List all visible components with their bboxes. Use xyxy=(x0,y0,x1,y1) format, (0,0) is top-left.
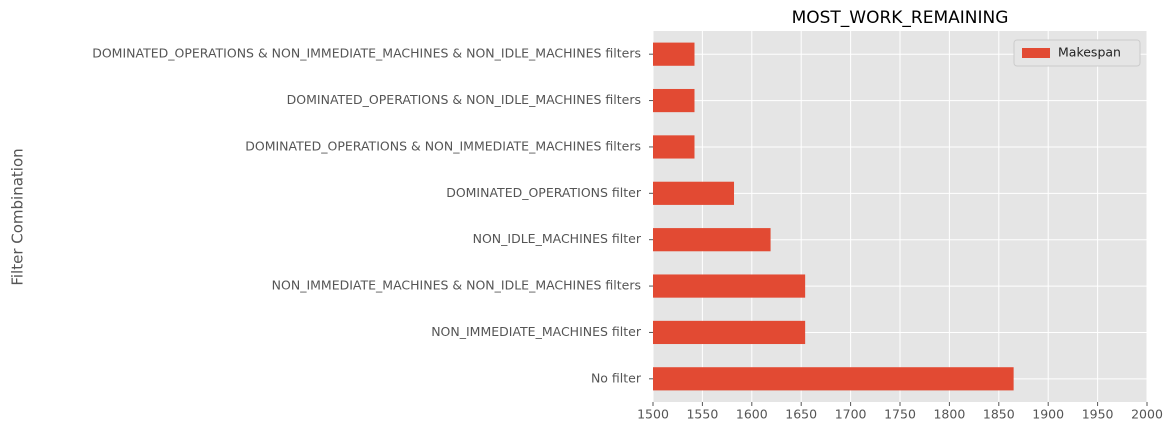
x-tick-label: 1700 xyxy=(835,407,867,422)
legend-box xyxy=(1013,39,1141,67)
y-axis-label: Filter Combination xyxy=(9,148,27,285)
x-tick-label: 1600 xyxy=(736,407,768,422)
y-tick-label: DOMINATED_OPERATIONS & NON_IDLE_MACHINES… xyxy=(287,92,641,107)
x-tick-label: 1750 xyxy=(884,407,916,422)
x-tick-label: 1550 xyxy=(686,407,718,422)
x-tick-label: 1900 xyxy=(1032,407,1064,422)
y-tick-label: DOMINATED_OPERATIONS & NON_IMMEDIATE_MAC… xyxy=(245,138,641,153)
bar xyxy=(653,42,695,66)
y-tick-label: NON_IMMEDIATE_MACHINES filter xyxy=(431,324,642,339)
x-tick-label: 1950 xyxy=(1082,407,1114,422)
bar xyxy=(653,181,735,205)
x-tick-label: 1850 xyxy=(983,407,1015,422)
chart-title: MOST_WORK_REMAINING xyxy=(792,8,1009,28)
bar xyxy=(653,135,695,159)
legend-label: Makespan xyxy=(1058,45,1121,60)
y-tick-label: DOMINATED_OPERATIONS & NON_IMMEDIATE_MAC… xyxy=(92,46,641,61)
x-tick-label: 1500 xyxy=(637,407,669,422)
bar xyxy=(653,367,1014,391)
bar xyxy=(653,274,806,298)
legend-swatch xyxy=(1022,48,1050,58)
y-tick-label: DOMINATED_OPERATIONS filter xyxy=(446,185,642,200)
x-tick-label: 1650 xyxy=(785,407,817,422)
x-tick-label: 2000 xyxy=(1131,407,1163,422)
x-tick-label: 1800 xyxy=(933,407,965,422)
bar xyxy=(653,88,695,113)
y-tick-label: NON_IDLE_MACHINES filter xyxy=(473,231,642,246)
bar xyxy=(653,228,771,252)
y-tick-label: NON_IMMEDIATE_MACHINES & NON_IDLE_MACHIN… xyxy=(272,278,641,293)
y-tick-label: No filter xyxy=(591,370,642,385)
bar xyxy=(653,320,806,345)
